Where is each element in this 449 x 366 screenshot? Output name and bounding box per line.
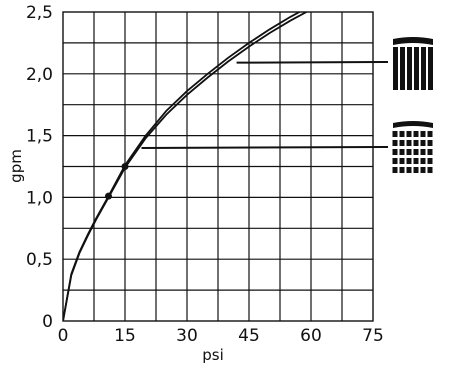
spray-drop [413,131,419,137]
spray-drop [406,140,412,146]
leader-line [236,61,389,64]
spray-drop [392,149,398,155]
y-tick-label: 1,5 [26,127,53,147]
spray-drop [406,167,412,173]
spray-drop [427,167,433,173]
leader-lines [141,61,389,149]
spray-drop [392,158,398,164]
spray-drop [392,167,398,173]
spray-drop [392,131,398,137]
x-tick-label: 30 [176,326,198,346]
spray-drop [420,167,426,173]
spray-drop [399,131,405,137]
spray-drop [420,140,426,146]
full-jet-spray-icon [393,37,433,90]
spray-drop [427,131,433,137]
y-tick-label: 2,0 [26,65,53,85]
x-tick-label: 75 [362,326,384,346]
data-points [104,163,129,200]
spray-drop [427,140,433,146]
x-tick-label: 60 [300,326,322,346]
leader-line [141,146,389,149]
x-tick-label: 45 [238,326,260,346]
y-tick-label: 0,5 [26,250,53,270]
spray-drop [413,158,419,164]
y-axis-label: gpm [7,149,25,183]
spray-drop [413,167,419,173]
y-tick-label: 2,5 [26,3,53,23]
x-tick-label: 0 [58,326,69,346]
aerated-spray-icon [392,121,433,173]
spray-drop [406,131,412,137]
data-point [121,163,129,170]
spray-drop [413,140,419,146]
spray-drop [399,149,405,155]
grid [63,12,373,321]
series-line-1 [63,12,309,321]
spray-drop [420,158,426,164]
spray-drop [399,167,405,173]
spray-drop [427,158,433,164]
data-point [104,192,112,200]
series-line-2 [63,12,302,321]
x-tick-label: 15 [114,326,136,346]
curves [63,12,309,321]
tick-labels: 0 15 30 45 60 75 0 0,5 1,0 1,5 2,0 2,5 [26,3,384,346]
spray-drop [420,131,426,137]
spray-drop [427,149,433,155]
x-axis-label: psi [202,346,224,364]
spray-drop [406,158,412,164]
spray-drop [399,140,405,146]
spray-drop [399,158,405,164]
spray-drop [406,149,412,155]
spray-drop [413,149,419,155]
y-tick-label: 1,0 [26,188,53,208]
plot-frame [62,11,374,322]
spray-drop [420,149,426,155]
spray-drop [392,140,398,146]
y-tick-label: 0 [42,312,53,332]
